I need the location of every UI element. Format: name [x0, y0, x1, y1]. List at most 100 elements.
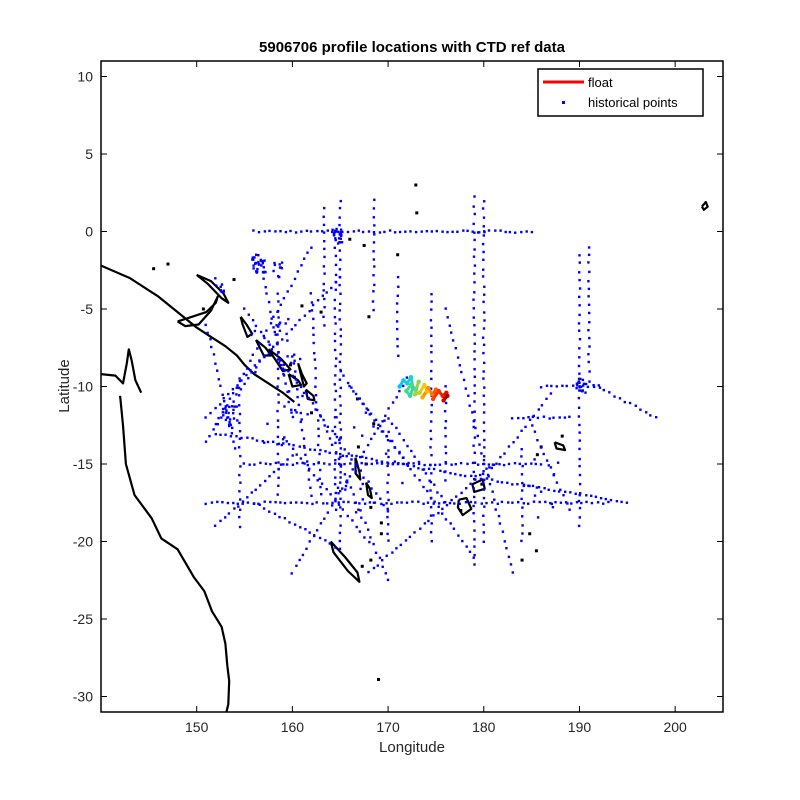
- historical-point: [255, 253, 258, 256]
- historical-point: [373, 233, 376, 236]
- historical-point: [322, 215, 325, 218]
- historical-point: [392, 462, 395, 465]
- historical-point: [373, 198, 376, 201]
- historical-point: [352, 230, 356, 233]
- historical-point: [277, 393, 280, 396]
- historical-point: [361, 455, 364, 458]
- historical-point: [246, 367, 249, 370]
- historical-point: [386, 491, 389, 494]
- historical-point: [504, 230, 507, 234]
- historical-point: [386, 464, 389, 468]
- historical-point: [280, 363, 283, 367]
- historical-point: [267, 300, 271, 304]
- islet: [415, 211, 419, 215]
- historical-point: [289, 361, 293, 365]
- historical-point: [379, 424, 382, 428]
- historical-point: [472, 307, 475, 310]
- historical-point: [473, 212, 476, 216]
- islet: [520, 558, 524, 562]
- historical-point: [293, 353, 296, 356]
- historical-point: [549, 501, 552, 505]
- x-tick-label: 150: [185, 719, 209, 735]
- historical-point: [550, 384, 553, 388]
- historical-point: [450, 331, 453, 334]
- historical-point: [270, 317, 273, 320]
- historical-point: [579, 389, 582, 392]
- historical-point: [252, 502, 256, 505]
- historical-point: [334, 230, 338, 233]
- historical-point: [482, 234, 485, 237]
- historical-point: [307, 396, 310, 400]
- historical-point: [323, 272, 326, 275]
- historical-point: [339, 386, 342, 390]
- historical-point: [557, 490, 561, 493]
- historical-point: [533, 430, 537, 433]
- historical-point: [300, 418, 303, 421]
- historical-point: [554, 501, 557, 504]
- historical-point: [287, 400, 290, 404]
- historical-point: [309, 486, 312, 489]
- historical-point: [235, 435, 238, 438]
- historical-point: [437, 511, 440, 515]
- historical-point: [387, 523, 390, 526]
- historical-point: [520, 455, 523, 458]
- historical-point: [397, 285, 400, 288]
- historical-point: [306, 463, 309, 467]
- historical-point: [468, 550, 472, 553]
- historical-point: [278, 321, 282, 324]
- islet: [369, 505, 373, 509]
- historical-point: [459, 474, 462, 477]
- historical-point: [467, 394, 470, 397]
- historical-point: [312, 463, 316, 466]
- historical-point: [319, 485, 322, 489]
- historical-point: [544, 500, 547, 504]
- historical-point: [274, 333, 277, 336]
- historical-point: [578, 516, 581, 519]
- historical-point: [290, 284, 293, 288]
- historical-point: [430, 300, 433, 303]
- historical-point: [618, 397, 622, 400]
- historical-point: [482, 250, 485, 254]
- historical-point: [598, 386, 602, 389]
- historical-point: [454, 347, 457, 350]
- historical-point: [333, 416, 337, 419]
- historical-point: [578, 506, 582, 510]
- historical-point: [430, 496, 433, 500]
- historical-point: [326, 425, 329, 428]
- historical-point: [359, 469, 362, 472]
- historical-point: [419, 527, 422, 530]
- historical-point: [412, 462, 415, 465]
- historical-point: [473, 350, 476, 353]
- historical-point: [339, 497, 342, 500]
- historical-point: [345, 479, 349, 482]
- historical-point: [422, 502, 425, 505]
- historical-point: [444, 435, 447, 438]
- historical-point: [370, 437, 373, 441]
- historical-point: [354, 392, 358, 396]
- historical-point: [351, 468, 354, 471]
- historical-point: [502, 463, 506, 467]
- historical-point: [429, 437, 433, 441]
- historical-point: [296, 388, 299, 391]
- historical-point: [366, 443, 370, 447]
- historical-point: [473, 342, 476, 345]
- historical-point: [313, 358, 317, 361]
- historical-point: [239, 454, 242, 458]
- historical-point: [578, 386, 581, 389]
- historical-point: [444, 462, 448, 465]
- historical-point: [339, 428, 343, 431]
- historical-point: [587, 261, 590, 264]
- historical-point: [472, 205, 475, 208]
- historical-point: [549, 466, 553, 469]
- historical-point: [268, 343, 271, 346]
- historical-point: [319, 448, 322, 452]
- historical-point: [373, 224, 376, 227]
- historical-point: [481, 207, 485, 210]
- y-tick-label: -25: [73, 611, 93, 627]
- historical-point: [590, 494, 593, 497]
- historical-point: [381, 420, 384, 423]
- historical-point: [387, 455, 390, 459]
- historical-point: [473, 451, 476, 454]
- historical-point: [300, 230, 303, 233]
- islet: [288, 363, 292, 367]
